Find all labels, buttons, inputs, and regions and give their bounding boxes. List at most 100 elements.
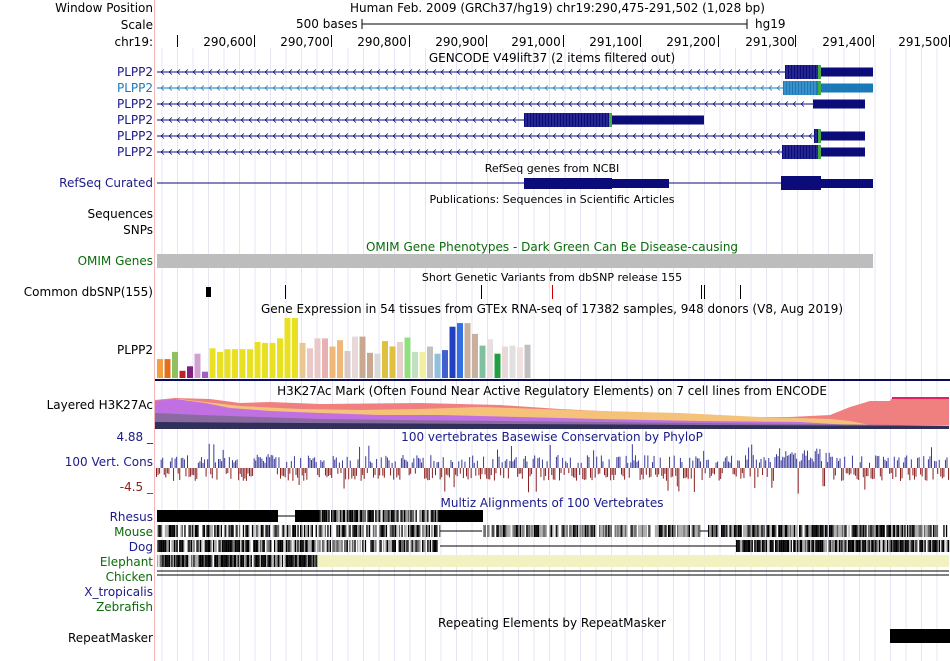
publications-sequences-label[interactable]: Sequences bbox=[87, 207, 153, 221]
gtex-bar[interactable] bbox=[442, 350, 448, 378]
phylop-bar bbox=[489, 468, 491, 480]
gtex-bar[interactable] bbox=[172, 351, 178, 378]
gtex-bar[interactable] bbox=[284, 318, 291, 378]
multiz-species-label[interactable]: Dog bbox=[128, 540, 153, 554]
gtex-bar[interactable] bbox=[464, 323, 471, 378]
phylop-bar bbox=[177, 468, 179, 474]
gtex-bar[interactable] bbox=[217, 351, 223, 378]
gtex-bar[interactable] bbox=[352, 336, 358, 378]
multiz-track[interactable] bbox=[0, 508, 950, 584]
multiz-species-label[interactable]: Zebrafish bbox=[96, 600, 153, 614]
gtex-bar[interactable] bbox=[479, 345, 486, 378]
gtex-bar[interactable] bbox=[382, 341, 388, 378]
gencode-transcript[interactable] bbox=[157, 99, 865, 109]
alignment-block bbox=[580, 525, 583, 537]
gencode-transcript-label[interactable]: PLPP2 bbox=[116, 145, 153, 159]
gtex-bar[interactable] bbox=[457, 323, 463, 378]
h3k27ac-label[interactable]: Layered H3K27Ac bbox=[46, 398, 153, 412]
gencode-transcript-label[interactable]: PLPP2 bbox=[116, 65, 153, 79]
gtex-bar[interactable] bbox=[299, 342, 306, 378]
gtex-bar[interactable] bbox=[412, 351, 418, 378]
gtex-bar[interactable] bbox=[434, 353, 441, 378]
refseq-track[interactable] bbox=[0, 170, 950, 194]
gencode-transcript[interactable] bbox=[157, 113, 704, 127]
gtex-bar[interactable] bbox=[344, 351, 351, 378]
gtex-bar[interactable] bbox=[427, 346, 433, 379]
gencode-track[interactable] bbox=[0, 62, 950, 162]
phylop-bar bbox=[166, 468, 168, 474]
gtex-bar[interactable] bbox=[359, 336, 366, 378]
gencode-transcript[interactable] bbox=[157, 65, 873, 79]
h3k27ac-track[interactable] bbox=[0, 395, 950, 429]
gtex-bar[interactable] bbox=[517, 347, 523, 378]
gtex-bar[interactable] bbox=[157, 359, 163, 378]
gtex-bar[interactable] bbox=[419, 351, 426, 378]
gtex-bar[interactable] bbox=[307, 348, 313, 378]
alignment-block bbox=[297, 555, 299, 567]
gtex-bar[interactable] bbox=[247, 349, 253, 378]
alignment-block bbox=[563, 525, 566, 537]
gtex-bar[interactable] bbox=[449, 326, 456, 378]
gtex-bar[interactable] bbox=[509, 345, 516, 378]
gtex-bar[interactable] bbox=[269, 342, 276, 378]
gtex-bar[interactable] bbox=[487, 339, 493, 378]
multiz-species-label[interactable]: X_tropicalis bbox=[84, 585, 153, 599]
gtex-bar[interactable] bbox=[194, 353, 201, 378]
gtex-bar[interactable] bbox=[494, 353, 501, 378]
gtex-label[interactable]: PLPP2 bbox=[116, 343, 153, 357]
gencode-transcript[interactable] bbox=[157, 145, 865, 159]
gencode-transcript-label[interactable]: PLPP2 bbox=[116, 81, 153, 95]
multiz-species-label[interactable]: Elephant bbox=[99, 555, 153, 569]
gtex-bar[interactable] bbox=[239, 349, 246, 378]
alignment-block bbox=[648, 525, 650, 537]
gtex-bar[interactable] bbox=[502, 346, 508, 379]
gtex-bar[interactable] bbox=[277, 338, 283, 378]
multiz-species-label[interactable]: Mouse bbox=[114, 525, 153, 539]
omim-bar[interactable] bbox=[157, 254, 873, 268]
phylop-bar bbox=[743, 468, 745, 479]
gtex-bar[interactable] bbox=[209, 348, 216, 378]
gtex-bar[interactable] bbox=[254, 342, 261, 378]
gencode-transcript-label[interactable]: PLPP2 bbox=[116, 113, 153, 127]
gtex-bar[interactable] bbox=[202, 371, 208, 378]
gtex-bar[interactable] bbox=[524, 344, 531, 378]
gtex-bar[interactable] bbox=[314, 338, 321, 378]
gtex-track[interactable] bbox=[0, 318, 950, 382]
gtex-bar[interactable] bbox=[187, 366, 193, 378]
gtex-bar[interactable] bbox=[329, 346, 336, 379]
gtex-bar[interactable] bbox=[322, 338, 328, 378]
gtex-bar[interactable] bbox=[224, 349, 231, 378]
repeat-element[interactable] bbox=[890, 629, 950, 643]
gencode-transcript-label[interactable]: PLPP2 bbox=[116, 129, 153, 143]
gencode-transcript[interactable] bbox=[157, 81, 873, 95]
gtex-bar[interactable] bbox=[232, 349, 238, 378]
multiz-species-label[interactable]: Chicken bbox=[105, 570, 153, 584]
omim-label[interactable]: OMIM Genes bbox=[77, 254, 153, 268]
alignment-block bbox=[687, 525, 689, 537]
refseq-label[interactable]: RefSeq Curated bbox=[59, 176, 153, 190]
publications-snps-label[interactable]: SNPs bbox=[123, 223, 153, 237]
gencode-transcript-label[interactable]: PLPP2 bbox=[116, 97, 153, 111]
gtex-bar[interactable] bbox=[367, 352, 373, 378]
gtex-bar[interactable] bbox=[179, 370, 186, 378]
dbsnp-label[interactable]: Common dbSNP(155) bbox=[23, 285, 153, 299]
repeatmasker-label[interactable]: RepeatMasker bbox=[67, 631, 153, 645]
phylop-track[interactable] bbox=[0, 438, 950, 498]
gtex-bar[interactable] bbox=[472, 333, 478, 378]
gtex-bar[interactable] bbox=[292, 318, 298, 378]
phylop-bar bbox=[396, 468, 398, 478]
alignment-block bbox=[831, 525, 833, 537]
multiz-species-label[interactable]: Rhesus bbox=[109, 510, 153, 524]
gtex-bar[interactable] bbox=[389, 346, 396, 379]
gtex-bar[interactable] bbox=[404, 337, 411, 379]
dbsnp-track[interactable] bbox=[0, 283, 950, 301]
gtex-bar[interactable] bbox=[397, 342, 403, 378]
gencode-transcript[interactable] bbox=[157, 129, 865, 143]
gtex-bar[interactable] bbox=[262, 342, 268, 378]
gtex-bar[interactable] bbox=[164, 359, 171, 378]
phylop-label[interactable]: 100 Vert. Cons bbox=[64, 455, 153, 469]
phylop-bar bbox=[500, 468, 502, 476]
gtex-bar[interactable] bbox=[337, 340, 343, 378]
gtex-bar[interactable] bbox=[374, 353, 381, 378]
alignment-block bbox=[424, 540, 426, 552]
